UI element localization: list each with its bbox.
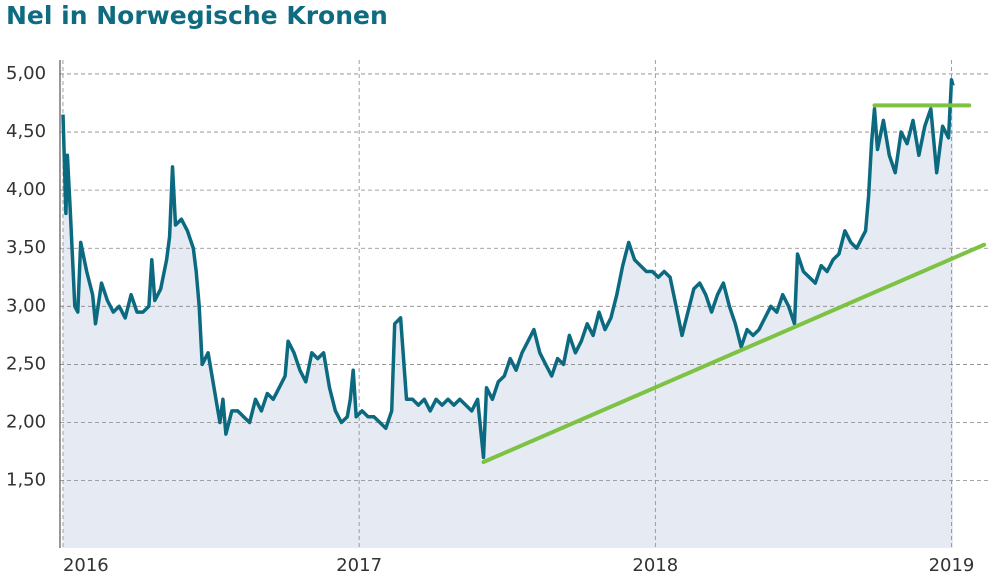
- y-tick-label: 2,00: [6, 412, 46, 433]
- chart-title: Nel in Norwegische Kronen: [6, 1, 388, 30]
- x-tick-label: 2018: [632, 555, 678, 576]
- y-tick-label: 2,50: [6, 353, 46, 374]
- y-tick-label: 3,50: [6, 237, 46, 258]
- y-tick-label: 4,50: [6, 121, 46, 142]
- area: [63, 79, 953, 549]
- y-tick-label: 4,00: [6, 179, 46, 200]
- y-tick-label: 3,00: [6, 295, 46, 316]
- y-tick-label: 5,00: [6, 63, 46, 84]
- trend-line: [481, 242, 987, 465]
- price-line: [61, 78, 955, 460]
- x-tick-label: 2017: [336, 555, 382, 576]
- x-tick-label: 2019: [929, 555, 975, 576]
- x-tick-label: 2016: [63, 555, 109, 576]
- y-tick-label: 1,50: [6, 470, 46, 491]
